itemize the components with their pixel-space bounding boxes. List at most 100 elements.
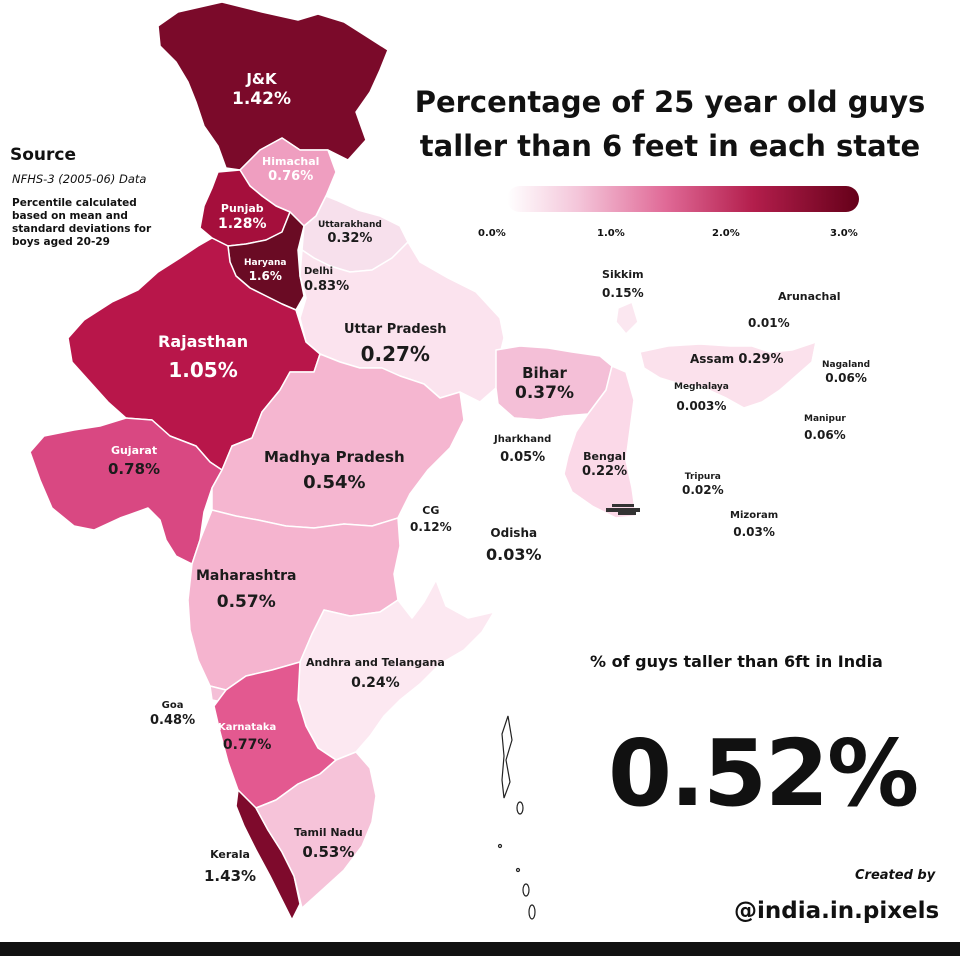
state-value: 0.29% (738, 352, 784, 367)
source-note-line: Percentile calculated (12, 197, 137, 209)
label-tripura: Tripura 0.02% (682, 472, 724, 498)
source-data: NFHS-3 (2005-06) Data (12, 172, 147, 186)
state-value: 0.12% (410, 519, 452, 534)
state-value: 0.53% (302, 842, 355, 861)
state-name: Maharashtra (196, 568, 297, 584)
state-value: 0.22% (582, 463, 628, 479)
creator-handle: @india.in.pixels (734, 898, 940, 924)
state-name: Tamil Nadu (294, 826, 363, 839)
state-name: Andhra and Telangana (306, 656, 445, 669)
label-manipur: Manipur 0.06% (804, 414, 846, 443)
state-name: Bihar (522, 364, 567, 382)
state-value: 0.37% (515, 382, 574, 403)
label-haryana: Haryana 1.6% (244, 258, 286, 284)
source-heading: Source (10, 145, 77, 165)
state-value: 0.78% (108, 459, 161, 478)
state-name: Arunachal (778, 290, 841, 303)
state-name: Himachal (262, 155, 320, 168)
state-value: 1.05% (168, 358, 238, 382)
label-meghalaya: Meghalaya 0.003% (674, 382, 729, 414)
bottom-bar (0, 942, 960, 956)
label-nagaland: Nagaland 0.06% (822, 360, 870, 386)
state-name: Kerala (210, 848, 250, 861)
state-mizoram (743, 423, 789, 507)
label-uttarakhand: Uttarakhand 0.32% (318, 220, 382, 248)
state-tamil-nadu (255, 751, 377, 909)
state-name: Goa (161, 700, 184, 711)
label-uttar-pradesh: Uttar Pradesh 0.27% (344, 322, 447, 367)
label-tamil-nadu: Tamil Nadu 0.53% (294, 826, 363, 862)
state-name: J&K (246, 70, 277, 88)
source-note-line: standard deviations for (12, 223, 152, 235)
state-value: 0.57% (216, 591, 276, 612)
state-name: Uttar Pradesh (344, 322, 447, 337)
state-value: 0.27% (360, 342, 430, 367)
india-summary-label: % of guys taller than 6ft in India (590, 652, 883, 671)
state-name: Tripura (684, 472, 721, 482)
state-sikkim (615, 301, 639, 335)
state-name: Punjab (220, 202, 264, 215)
state-value: 0.02% (682, 483, 724, 498)
label-sikkim: Sikkim 0.15% (602, 268, 644, 301)
source-note-line: boys aged 20-29 (12, 236, 110, 248)
state-value: 0.54% (303, 471, 366, 493)
state-value: 1.6% (248, 269, 282, 284)
state-name: Haryana (244, 258, 287, 268)
state-value: 0.03% (486, 545, 542, 564)
legend-tick: 2.0% (712, 228, 740, 239)
label-delhi: Delhi 0.83% (304, 266, 349, 295)
label-karnataka: Karnataka 0.77% (218, 722, 276, 754)
state-tripura (715, 431, 741, 471)
state-name: Manipur (804, 414, 846, 424)
andaman-islands (497, 715, 536, 920)
state-value: 0.01% (748, 316, 790, 330)
state-name: Jharkhand (494, 434, 552, 445)
legend-tick: 1.0% (597, 228, 625, 239)
label-bihar: Bihar 0.37% (515, 364, 574, 404)
state-odisha (435, 471, 593, 619)
state-name: Odisha (490, 526, 538, 540)
state-name: Delhi (304, 266, 334, 277)
source-note: Percentile calculated based on mean and … (12, 197, 182, 249)
state-value: 0.06% (804, 428, 846, 443)
state-value: 0.05% (500, 449, 546, 465)
title-line-1: Percentage of 25 year old guys (414, 85, 926, 119)
state-name: Karnataka (218, 722, 277, 733)
label-arunachal: Arunachal (778, 290, 841, 304)
state-name: Nagaland (822, 360, 871, 370)
label-arunachal-value: 0.01% (748, 316, 790, 331)
legend-color-scale (507, 186, 859, 212)
label-goa: Goa 0.48% (150, 700, 195, 729)
title-line-2: taller than 6 feet in each state (419, 129, 921, 163)
state-value: 0.03% (733, 524, 775, 539)
label-kerala: Kerala 1.43% (204, 848, 256, 886)
state-value: 1.43% (204, 866, 257, 885)
sundarbans-coast (606, 504, 640, 515)
state-name: Uttarakhand (318, 220, 382, 230)
state-value: 0.76% (268, 168, 314, 184)
state-name: Assam (690, 352, 735, 366)
state-gujarat (29, 417, 223, 565)
state-value: 0.77% (222, 736, 272, 753)
state-name: Madhya Pradesh (264, 448, 405, 466)
state-name: CG (422, 504, 440, 517)
legend-tick: 3.0% (830, 228, 858, 239)
state-value: 1.28% (218, 215, 267, 232)
label-punjab: Punjab 1.28% (218, 202, 267, 233)
label-himachal: Himachal 0.76% (262, 155, 319, 185)
state-value: 0.24% (351, 674, 400, 691)
label-madhya-pradesh: Madhya Pradesh 0.54% (264, 448, 405, 494)
label-bengal: Bengal 0.22% (582, 450, 627, 480)
india-summary-value: 0.52% (608, 720, 919, 827)
state-name: Rajasthan (158, 332, 249, 351)
state-name: Mizoram (730, 510, 779, 521)
state-name: Sikkim (602, 268, 644, 281)
state-bengal (563, 365, 637, 519)
created-by-label: Created by (855, 868, 936, 883)
label-gujarat: Gujarat 0.78% (108, 444, 160, 479)
map-title: Percentage of 25 year old guys taller th… (400, 80, 940, 168)
state-value: 0.15% (602, 285, 644, 300)
source-note-line: based on mean and (12, 210, 128, 222)
label-rajasthan: Rajasthan 1.05% (158, 332, 248, 383)
state-name: Bengal (583, 450, 626, 463)
